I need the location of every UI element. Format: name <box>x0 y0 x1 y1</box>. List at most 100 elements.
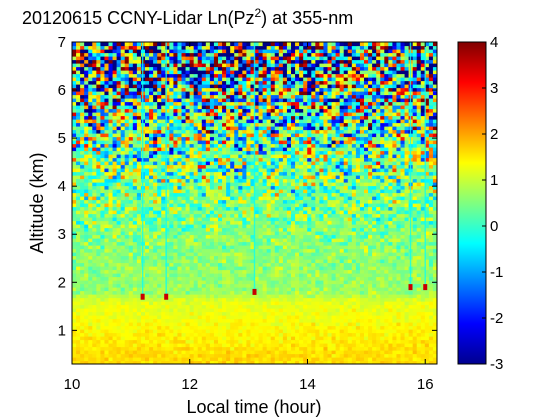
heatmap-cell <box>339 353 345 358</box>
heatmap-cell <box>250 301 256 306</box>
heatmap-cell <box>303 360 308 364</box>
heatmap-cell <box>80 318 85 323</box>
heatmap-cell <box>72 185 77 190</box>
heatmap-cell <box>412 213 418 218</box>
heatmap-cell <box>343 192 349 197</box>
heatmap-cell <box>120 266 126 271</box>
heatmap-cell <box>291 269 296 274</box>
heatmap-cell <box>226 196 231 201</box>
heatmap-cell <box>185 301 191 306</box>
heatmap-cell <box>299 297 304 302</box>
heatmap-cell <box>392 241 398 246</box>
heatmap-cell <box>161 276 166 281</box>
heatmap-cell <box>124 353 130 358</box>
heatmap-cell <box>376 192 381 197</box>
heatmap-cell <box>173 255 179 260</box>
heatmap-cell <box>218 248 223 253</box>
heatmap-cell <box>165 192 170 197</box>
heatmap-cell <box>278 304 284 309</box>
heatmap-cell <box>327 227 333 232</box>
heatmap-cell <box>286 360 292 364</box>
heatmap-cell <box>408 308 414 313</box>
heatmap-cell <box>88 220 93 225</box>
heatmap-cell <box>266 238 272 243</box>
heatmap-cell <box>327 178 333 183</box>
heatmap-cell <box>84 210 89 215</box>
heatmap-cell <box>193 350 199 355</box>
heatmap-cell <box>274 248 280 253</box>
heatmap-cell <box>84 339 89 344</box>
heatmap-cell <box>331 329 337 334</box>
heatmap-cell <box>432 178 437 183</box>
heatmap-cell <box>234 206 239 211</box>
heatmap-cell <box>136 315 142 320</box>
heatmap-cell <box>424 269 430 274</box>
heatmap-cell <box>282 353 288 358</box>
heatmap-cell <box>376 220 381 225</box>
heatmap-cell <box>96 297 101 302</box>
heatmap-cell <box>238 332 243 337</box>
heatmap-cell <box>250 308 256 313</box>
heatmap-cell <box>250 339 256 344</box>
heatmap-cell <box>335 294 341 299</box>
heatmap-cell <box>303 353 308 358</box>
heatmap-cell <box>120 304 126 309</box>
heatmap-cell <box>201 175 207 180</box>
heatmap-cell <box>331 203 337 208</box>
heatmap-cell <box>189 311 195 316</box>
heatmap-cell <box>388 343 393 348</box>
heatmap-cell <box>396 290 402 295</box>
heatmap-cell <box>234 273 239 278</box>
heatmap-cell <box>230 192 235 197</box>
heatmap-cell <box>197 308 203 313</box>
heatmap-cell <box>254 360 260 364</box>
heatmap-cell <box>299 290 304 295</box>
heatmap-cell <box>380 357 385 362</box>
heatmap-cell <box>339 227 345 232</box>
heatmap-cell <box>396 210 402 215</box>
heatmap-cell <box>331 287 337 292</box>
heatmap-cell <box>173 360 179 364</box>
heatmap-cell <box>136 175 142 180</box>
heatmap-cell <box>153 234 158 239</box>
heatmap-cell <box>132 206 138 211</box>
heatmap-cell <box>432 294 437 299</box>
heatmap-cell <box>157 185 162 190</box>
heatmap-cell <box>76 255 81 260</box>
heatmap-cell <box>388 283 393 288</box>
heatmap-cell <box>169 322 174 327</box>
heatmap-cell <box>230 203 235 208</box>
heatmap-cell <box>315 182 320 187</box>
heatmap-cell <box>327 325 333 330</box>
heatmap-cell <box>84 196 89 201</box>
heatmap-cell <box>149 185 154 190</box>
heatmap-cell <box>286 245 292 250</box>
heatmap-cell <box>72 311 77 316</box>
heatmap-cell <box>315 308 320 313</box>
heatmap-cell <box>384 238 389 243</box>
heatmap-cell <box>104 252 110 257</box>
heatmap-cell <box>128 353 134 358</box>
heatmap-cell <box>359 259 365 264</box>
heatmap-cell <box>274 185 280 190</box>
heatmap-cell <box>392 206 398 211</box>
heatmap-cell <box>274 203 280 208</box>
heatmap-cell <box>140 343 146 348</box>
heatmap-cell <box>230 329 235 334</box>
heatmap-cell <box>396 217 402 222</box>
heatmap-cell <box>189 206 195 211</box>
heatmap-cell <box>96 343 101 348</box>
heatmap-cell <box>161 203 166 208</box>
heatmap-cell <box>424 290 430 295</box>
heatmap-cell <box>327 192 333 197</box>
heatmap-cell <box>319 273 325 278</box>
heatmap-cell <box>72 322 77 327</box>
heatmap-cell <box>400 346 406 351</box>
heatmap-cell <box>250 199 256 204</box>
heatmap-cell <box>351 171 357 176</box>
heatmap-cell <box>295 325 300 330</box>
heatmap-cell <box>339 336 345 341</box>
heatmap-cell <box>388 259 393 264</box>
heatmap-cell <box>120 332 126 337</box>
heatmap-cell <box>128 276 134 281</box>
